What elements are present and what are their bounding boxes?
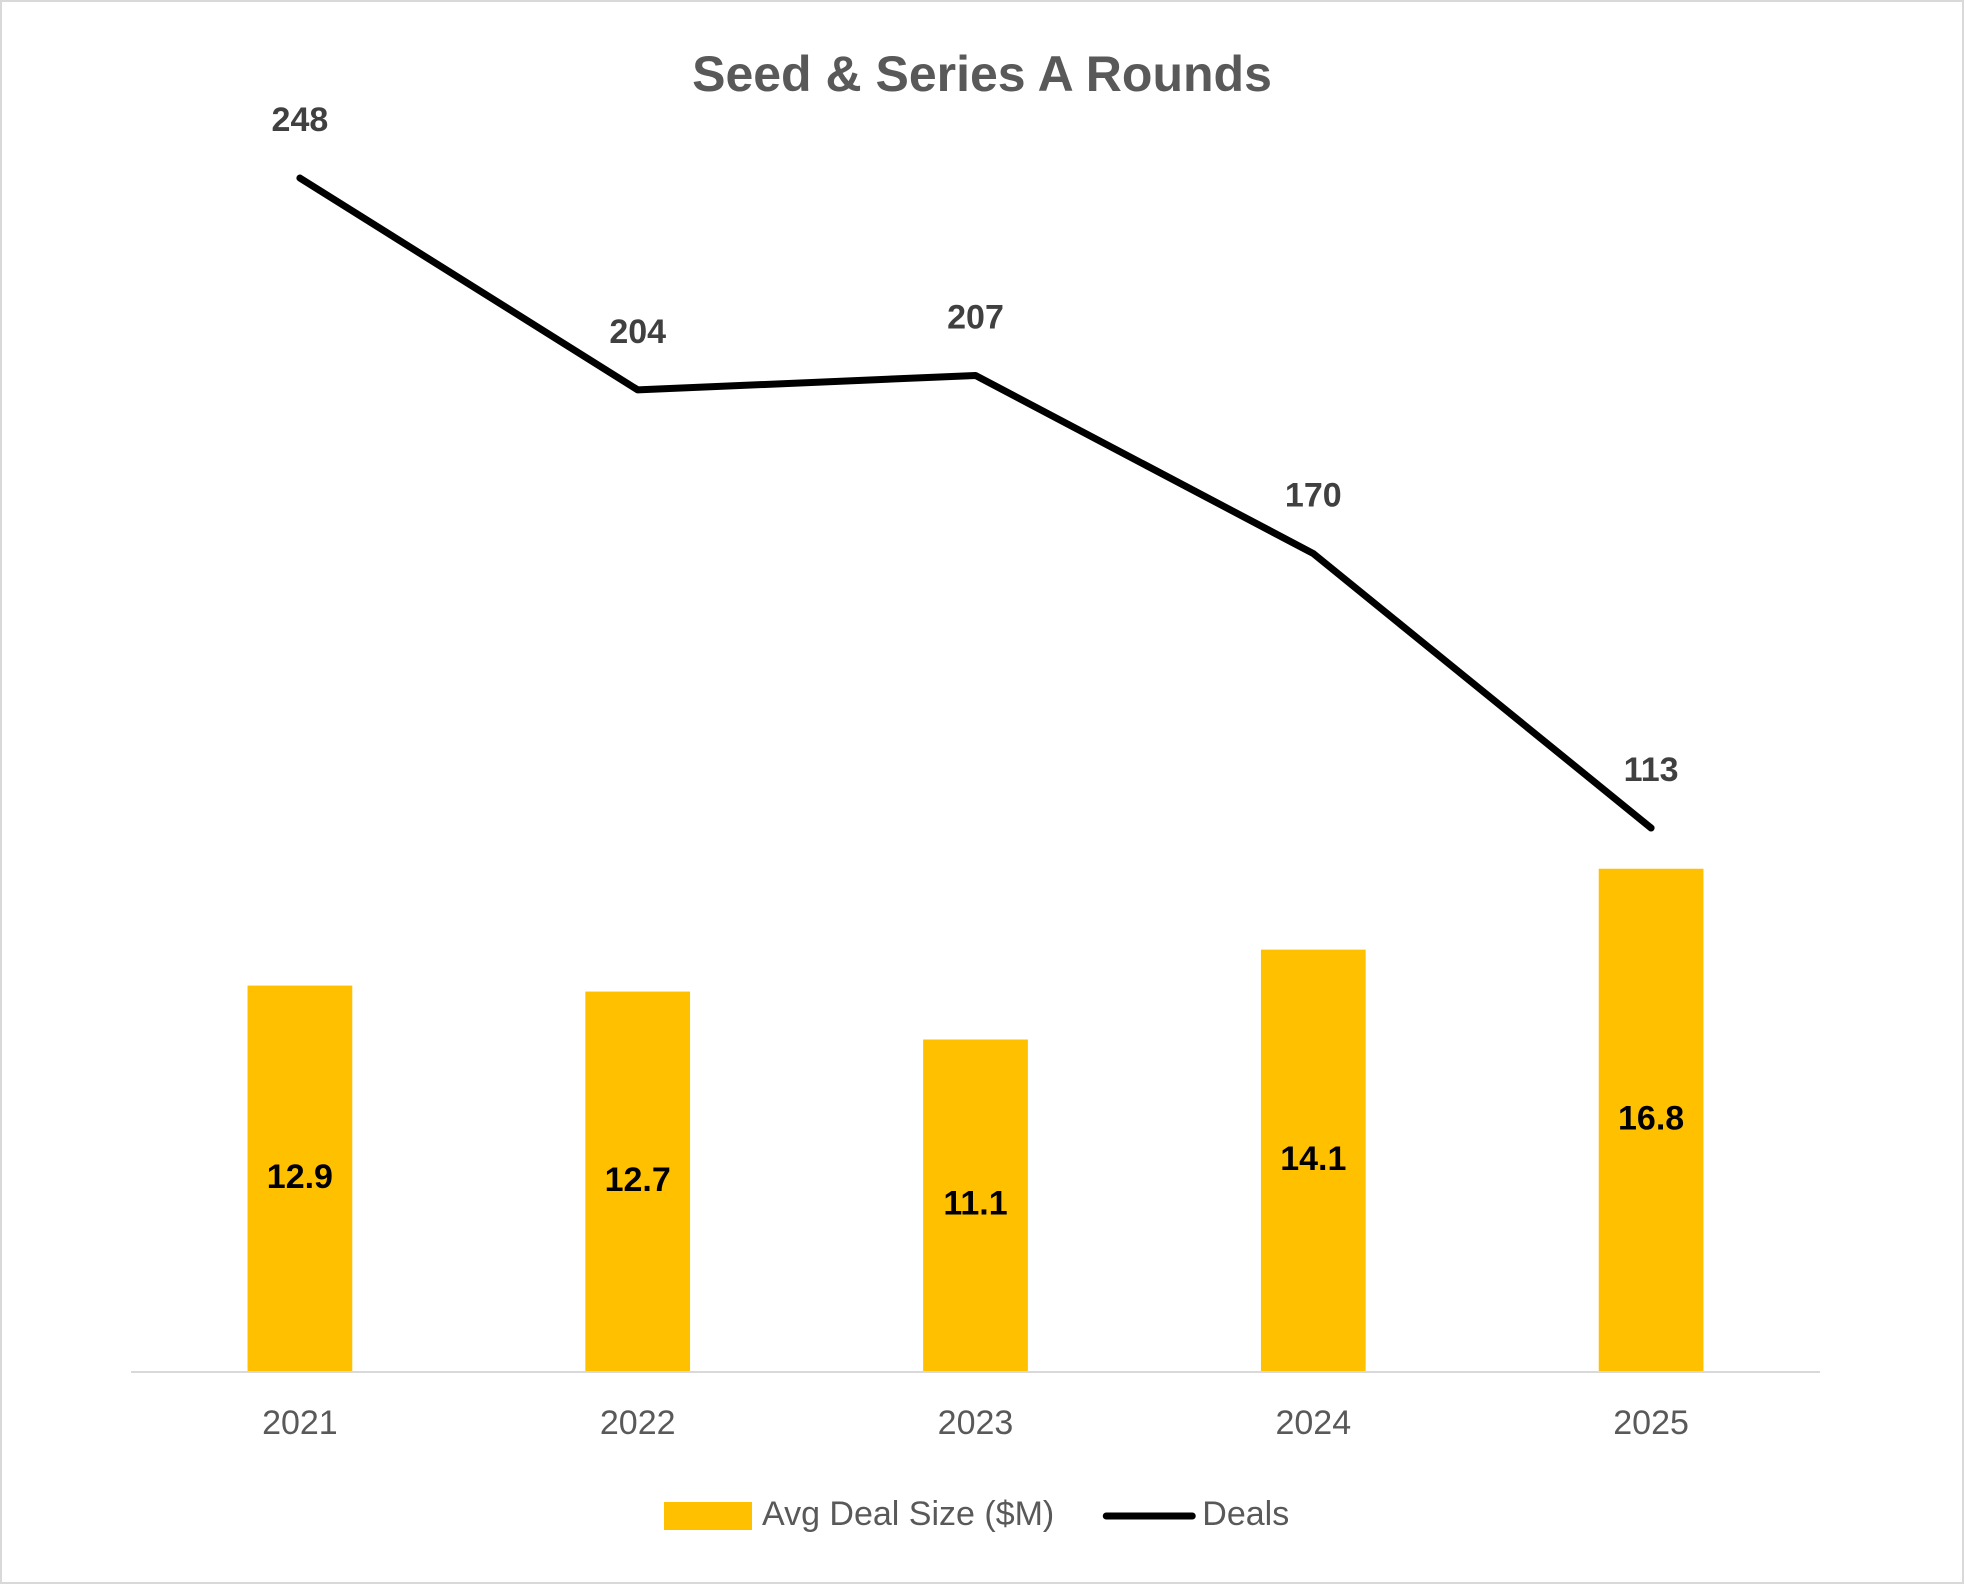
line [296, 174, 1655, 832]
chart-title: Seed & Series A Rounds [692, 46, 1272, 102]
bar [585, 991, 691, 1372]
data-label: 170 [1285, 477, 1342, 515]
legend-label: Avg Deal Size ($M) [762, 1495, 1054, 1533]
bar [247, 985, 353, 1372]
data-label: 16.8 [1618, 1099, 1684, 1137]
x-tick-label: 2023 [938, 1404, 1014, 1442]
data-label: 12.7 [605, 1161, 671, 1199]
bar [923, 1039, 1028, 1372]
x-tick-label: 2025 [1613, 1404, 1689, 1442]
data-label: 248 [272, 101, 329, 139]
bar [1598, 868, 1704, 1372]
data-label: 207 [947, 298, 1004, 336]
bar [1260, 949, 1366, 1372]
x-tick-label: 2022 [600, 1404, 676, 1442]
legend-label: Deals [1202, 1495, 1289, 1533]
data-label: 204 [609, 313, 666, 351]
data-label: 113 [1624, 751, 1679, 789]
x-tick-label: 2024 [1275, 1404, 1351, 1442]
data-label: 11.1 [943, 1185, 1007, 1223]
x-tick-label: 2021 [262, 1404, 338, 1442]
data-label: 12.9 [267, 1158, 333, 1196]
data-label: 14.1 [1280, 1140, 1346, 1178]
legend-swatch [664, 1502, 752, 1530]
